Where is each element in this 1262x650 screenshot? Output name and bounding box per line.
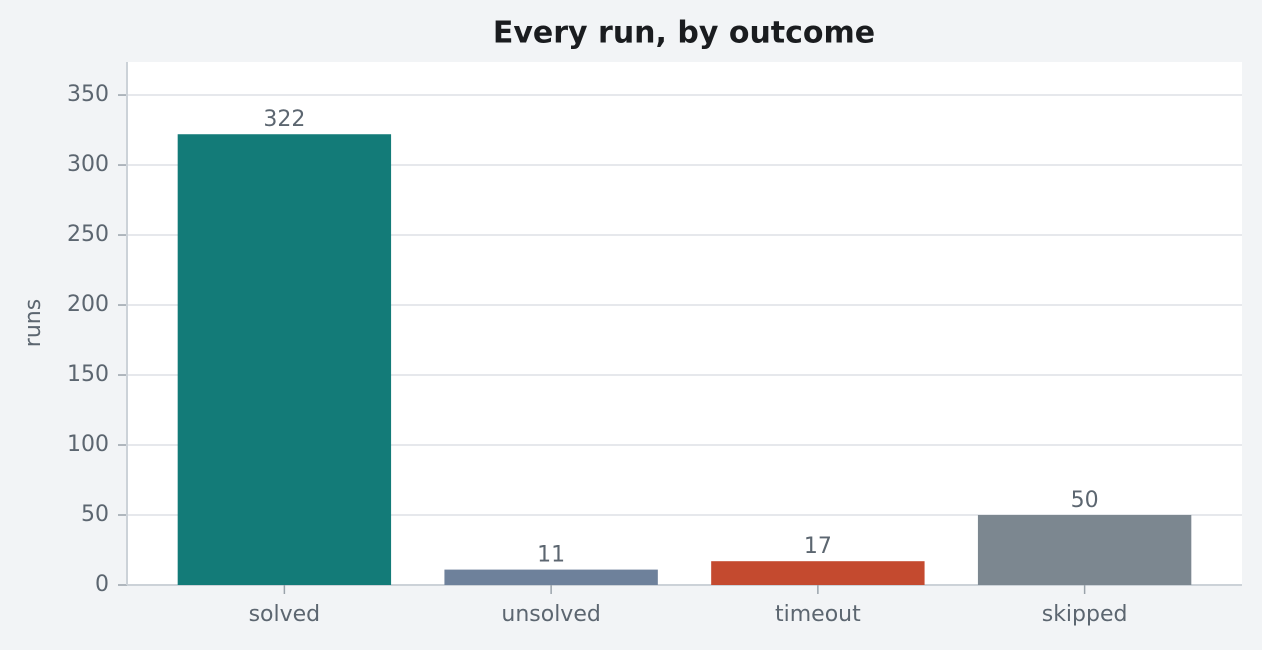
chart-title: Every run, by outcome [493, 16, 875, 51]
value-label: 50 [1071, 488, 1099, 513]
y-tick-label: 250 [67, 222, 109, 247]
x-tick-label: unsolved [501, 602, 600, 627]
bar [444, 569, 658, 585]
y-tick-label: 0 [95, 572, 109, 597]
value-label: 17 [804, 534, 832, 559]
y-tick-label: 200 [67, 292, 109, 317]
bar [711, 561, 925, 585]
y-tick-label: 50 [81, 502, 109, 527]
x-tick-label: solved [249, 602, 321, 627]
value-label: 322 [263, 107, 305, 132]
x-tick-label: timeout [775, 602, 861, 627]
y-tick-label: 300 [67, 152, 109, 177]
bar [177, 134, 392, 585]
y-tick-label: 100 [67, 432, 109, 457]
y-tick-label: 350 [67, 82, 109, 107]
value-label: 11 [537, 543, 565, 568]
y-axis-label: runs [21, 299, 46, 347]
bar [977, 515, 1192, 585]
x-tick-label: skipped [1042, 602, 1128, 627]
y-tick-label: 150 [67, 362, 109, 387]
